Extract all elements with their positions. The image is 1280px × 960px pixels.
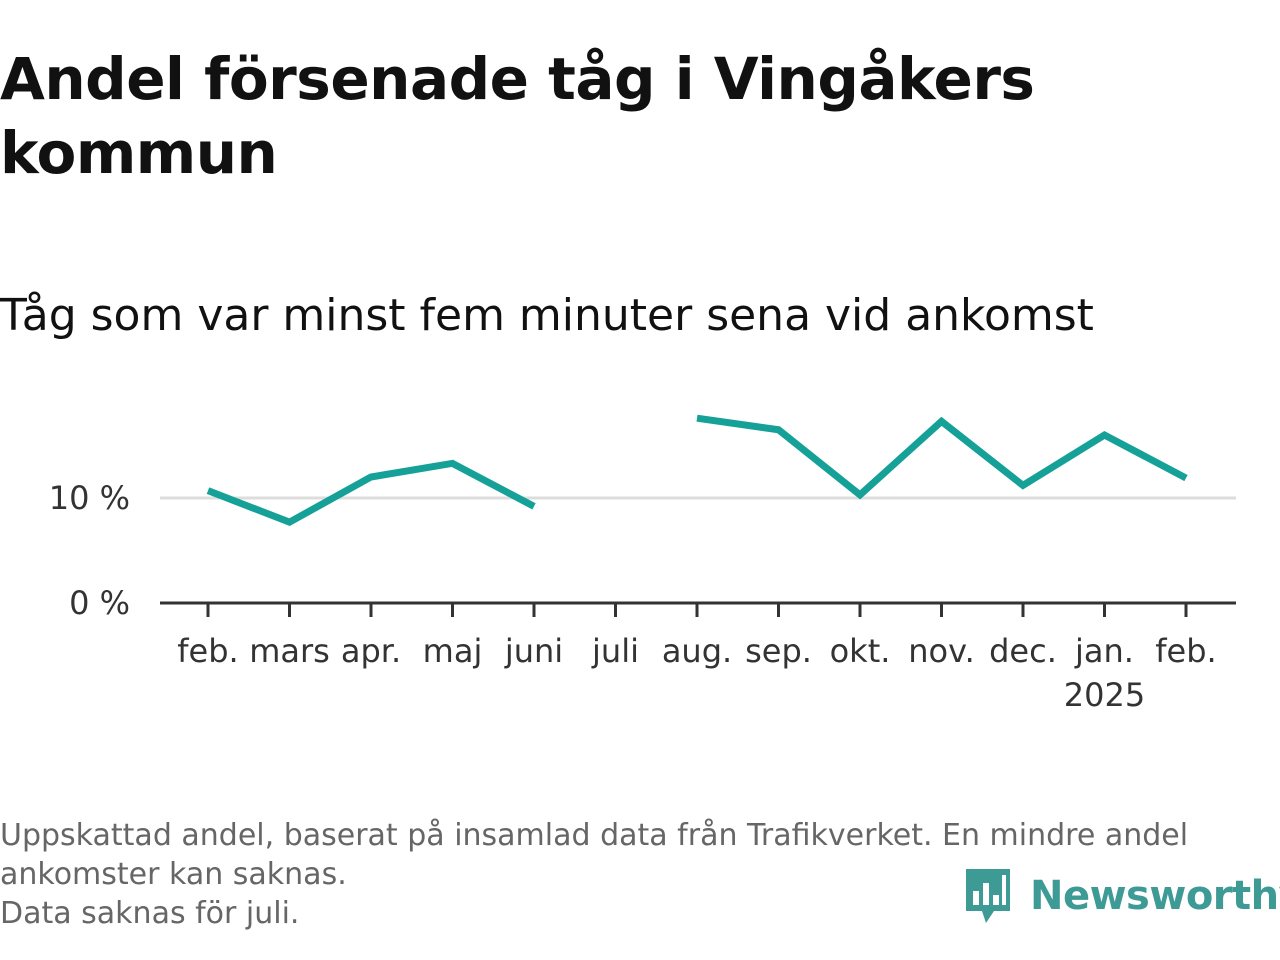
series-lines xyxy=(206,414,1188,527)
x-tick-label: aug. xyxy=(662,632,732,670)
x-axis-ticks: feb. mars apr. maj juni juli aug. sep. okt. nov. d… xyxy=(177,603,1217,714)
x-tick-label: okt. xyxy=(830,632,891,670)
x-tick-year-label: 2025 xyxy=(1064,676,1145,714)
footnote: Uppskattad andel, baserat på insamlad da… xyxy=(0,816,1270,933)
footnote-source: Uppskattad andel, baserat på insamlad da… xyxy=(0,818,1189,892)
newsworthy-logo-icon xyxy=(966,869,1010,923)
x-tick-label: dec. xyxy=(989,632,1057,670)
chart-subtitle: Tåg som var minst fem minuter sena vid a… xyxy=(0,290,1094,341)
x-tick-label: feb. xyxy=(177,632,238,670)
x-tick-label: sep. xyxy=(745,632,812,670)
x-tick-label: nov. xyxy=(908,632,974,670)
x-tick-label: feb. xyxy=(1155,632,1216,670)
series-line-segment xyxy=(206,459,536,527)
x-tick-label: maj xyxy=(423,632,483,670)
y-axis-ticks: 0 % 10 % xyxy=(49,479,130,622)
footnote-missing-data: Data saknas för juli. xyxy=(0,896,300,931)
brand-logo: Newsworthy xyxy=(962,864,1280,928)
y-tick-label: 0 % xyxy=(69,584,130,622)
x-tick-label: apr. xyxy=(341,632,401,670)
x-tick-label: jan. xyxy=(1074,632,1134,670)
x-tick-label: juli xyxy=(591,632,639,670)
brand-name: Newsworthy xyxy=(1030,873,1280,919)
x-tick-label: mars xyxy=(249,632,330,670)
chart-title: Andel försenade tåg i Vingåkers kommun xyxy=(0,45,1035,187)
x-tick-label: juni xyxy=(504,632,563,670)
y-tick-label: 10 % xyxy=(49,479,130,517)
series-line-segment xyxy=(696,414,1188,500)
